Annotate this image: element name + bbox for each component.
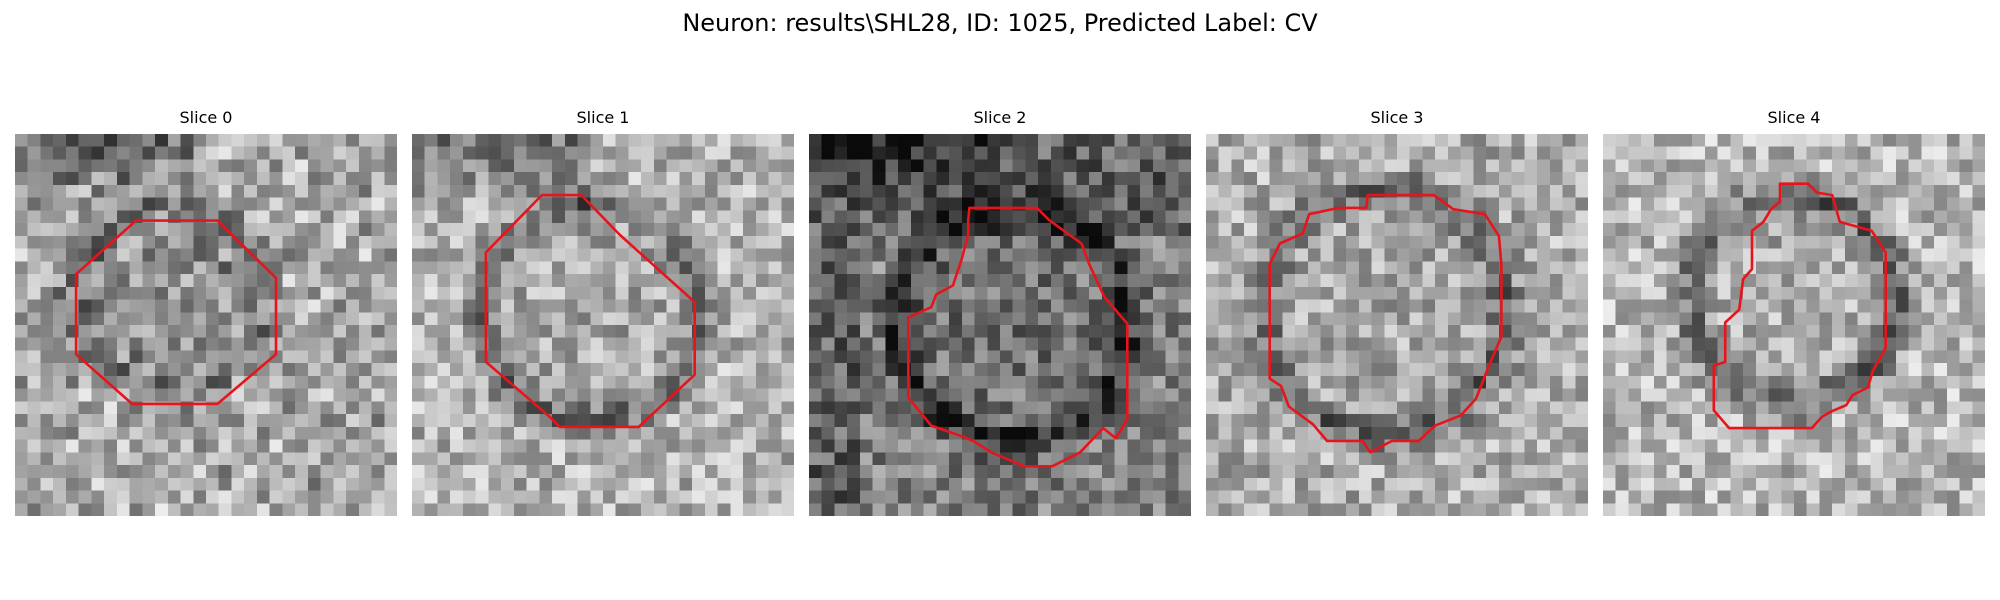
slice-image-3 (1206, 134, 1588, 516)
roi-contour-0 (74, 219, 278, 406)
grayscale-pixel-grid (1603, 134, 1985, 516)
grayscale-pixel-grid (809, 134, 1191, 516)
slice-panel-3: Slice 3 (1206, 106, 1588, 516)
roi-contour-1 (484, 193, 697, 429)
grayscale-pixel-grid (1206, 134, 1588, 516)
slice-panel-2: Slice 2 (809, 106, 1191, 516)
roi-contour-3 (1268, 193, 1503, 454)
slice-image-2 (809, 134, 1191, 516)
grayscale-pixel-grid (15, 134, 397, 516)
grayscale-pixel-grid (412, 134, 794, 516)
slice-title-1: Slice 1 (576, 108, 630, 127)
slice-image-4 (1603, 134, 1985, 516)
slice-title-4: Slice 4 (1767, 108, 1821, 127)
figure-title: Neuron: results\SHL28, ID: 1025, Predict… (682, 9, 1318, 37)
slice-panel-0: Slice 0 (15, 106, 397, 516)
slice-panel-4: Slice 4 (1603, 106, 1985, 516)
slice-title-2: Slice 2 (973, 108, 1027, 127)
slice-image-1 (412, 134, 794, 516)
roi-contour-4 (1712, 182, 1888, 430)
slice-image-0 (15, 134, 397, 516)
slice-panel-1: Slice 1 (412, 106, 794, 516)
slice-title-0: Slice 0 (179, 108, 233, 127)
roi-contour-2 (907, 206, 1129, 468)
slice-title-3: Slice 3 (1370, 108, 1424, 127)
